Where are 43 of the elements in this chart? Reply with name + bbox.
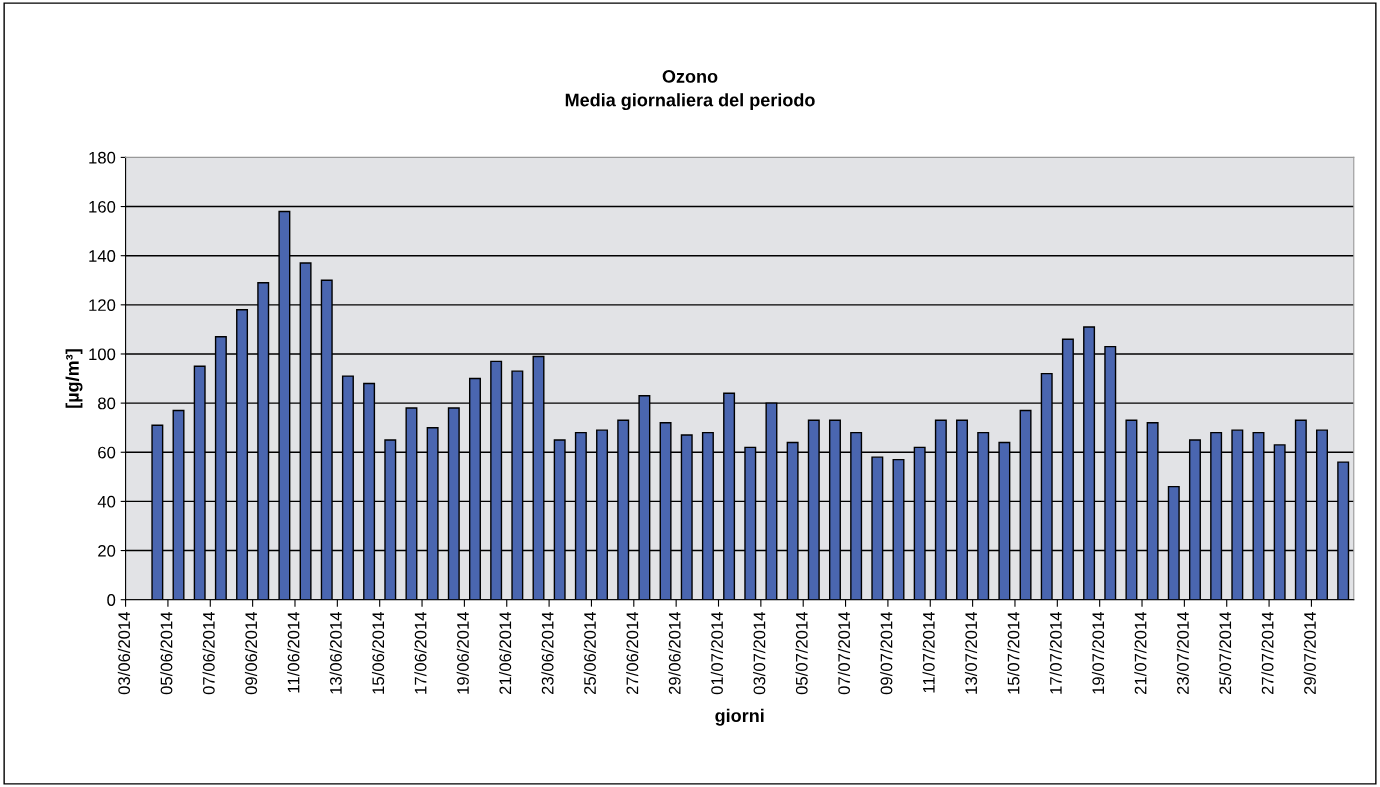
y-axis-title: [µg/m³] xyxy=(65,349,83,408)
chart-subtitle: Media giornaliera del periodo xyxy=(565,93,815,111)
y-tick-label: 40 xyxy=(97,495,116,508)
x-tick-label: 29/07/2014 xyxy=(1303,611,1316,695)
x-tick-label: 01/07/2014 xyxy=(710,611,723,695)
x-tick-label: 07/06/2014 xyxy=(202,611,215,695)
x-tick-label: 05/07/2014 xyxy=(795,611,808,695)
y-tick-label: 0 xyxy=(107,594,116,606)
y-tick-label: 20 xyxy=(98,544,116,557)
x-tick-label: 21/06/2014 xyxy=(498,611,512,695)
x-tick-label: 15/07/2014 xyxy=(1007,611,1020,694)
x-tick-label: 03/07/2014 xyxy=(753,611,766,695)
x-tick-label: 29/06/2014 xyxy=(668,611,681,695)
x-tick-label: 25/07/2014 xyxy=(1218,611,1232,695)
x-tick-label: 05/06/2014 xyxy=(160,611,173,695)
x-tick-label: 09/06/2014 xyxy=(244,611,258,695)
y-tick-label: 160 xyxy=(89,200,116,213)
x-tick-label: 11/06/2014 xyxy=(287,611,300,693)
x-tick-label: 03/06/2014 xyxy=(117,611,131,695)
x-tick-label: 09/07/2014 xyxy=(880,611,893,695)
x-tick-label: 13/06/2014 xyxy=(329,611,342,694)
x-tick-label: 21/07/2014 xyxy=(1134,611,1147,695)
x-tick-label: 07/07/2014 xyxy=(837,611,851,695)
x-tick-label: 27/06/2014 xyxy=(626,611,639,695)
x-tick-label: 13/07/2014 xyxy=(964,611,978,694)
x-tick-label: 23/07/2014 xyxy=(1176,611,1189,695)
y-tick-label: 140 xyxy=(89,250,116,262)
y-tick-label: 80 xyxy=(98,397,116,410)
x-tick-label: 17/06/2014 xyxy=(414,611,427,694)
x-tick-label: 27/07/2014 xyxy=(1261,611,1274,695)
x-tick-label: 19/07/2014 xyxy=(1091,611,1105,694)
x-tick-label: 23/06/2014 xyxy=(541,611,554,695)
x-tick-label: 17/07/2014 xyxy=(1049,611,1062,694)
y-tick-label: 60 xyxy=(98,446,116,459)
x-tick-label: 19/06/2014 xyxy=(456,611,469,694)
y-tick-label: 100 xyxy=(89,348,116,361)
y-tick-label: 120 xyxy=(89,299,116,312)
chart-title: Ozono xyxy=(662,70,718,83)
y-tick-label: 180 xyxy=(89,151,116,164)
x-tick-label: 11/07/2014 xyxy=(922,611,935,693)
x-axis-title: giorni xyxy=(715,708,764,726)
x-tick-label: 15/06/2014 xyxy=(371,611,385,694)
x-tick-label: 25/06/2014 xyxy=(583,611,596,695)
